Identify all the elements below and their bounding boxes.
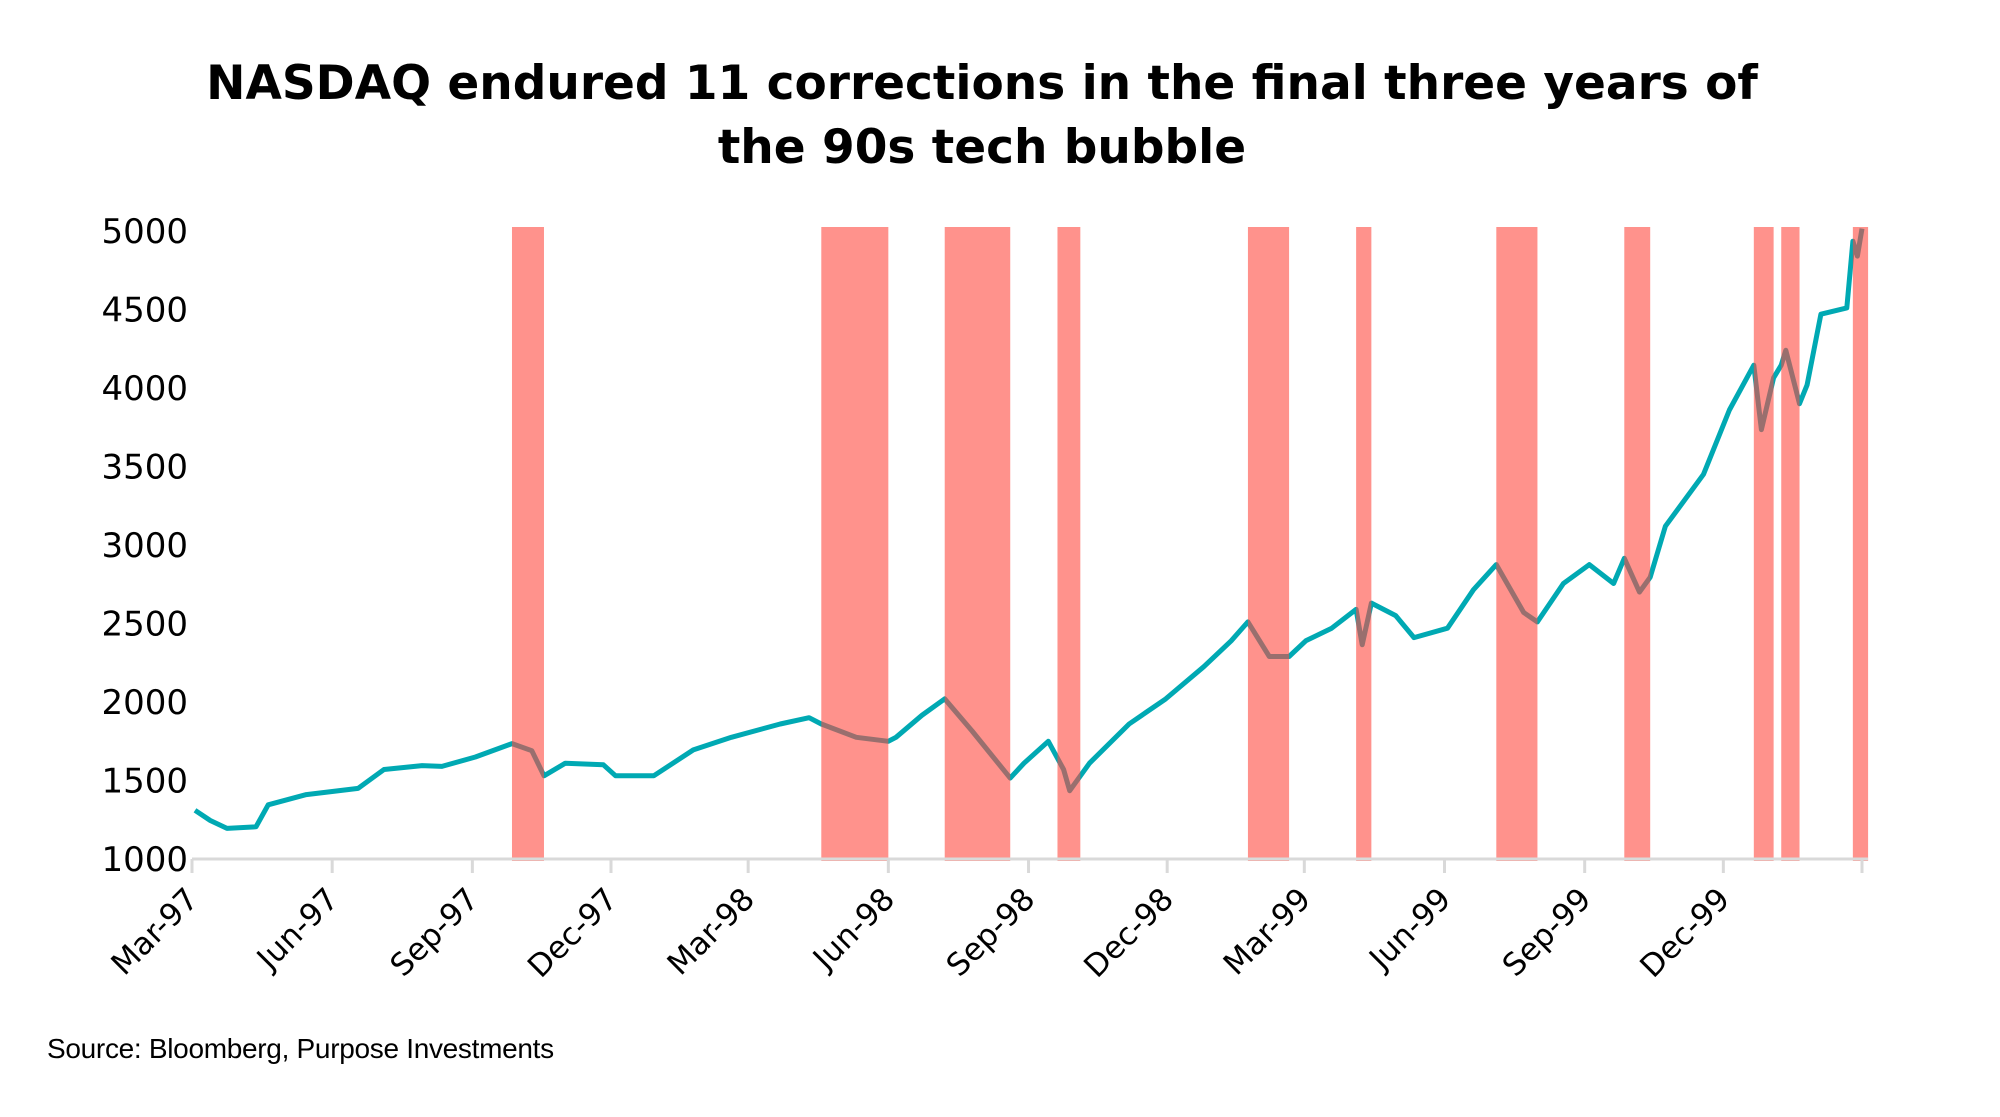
x-tick-label: Mar-97 [104, 881, 205, 982]
y-tick-label: 5000 [101, 212, 188, 252]
correction-band [1753, 227, 1774, 861]
line-layer [193, 228, 1865, 831]
y-tick-label: 4000 [101, 369, 188, 409]
y-tick-label: 3000 [101, 526, 188, 566]
x-tick-label: Mar-99 [1217, 881, 1318, 982]
x-tick-label: Sep-99 [1496, 881, 1599, 984]
x-tick-label: Dec-98 [1077, 881, 1181, 985]
x-tick-label: Dec-99 [1633, 881, 1737, 985]
correction-band [1781, 227, 1800, 861]
x-tick-label: Jun-97 [249, 881, 346, 978]
x-tick-label: Jun-98 [805, 881, 902, 978]
chart-title: NASDAQ endured 11 corrections in the fin… [0, 52, 1964, 180]
y-tick-label: 1500 [101, 762, 188, 802]
correction-band [1356, 227, 1372, 861]
y-tick-label: 3500 [101, 448, 188, 488]
correction-bands [511, 227, 1869, 861]
y-tick-label: 2000 [101, 683, 188, 723]
source-note: Source: Bloomberg, Purpose Investments [47, 1033, 554, 1064]
correction-band [944, 227, 1011, 861]
chart-title-line-2: the 90s tech bubble [717, 120, 1247, 175]
nasdaq-line [193, 228, 1865, 831]
x-tick-label: Sep-98 [940, 881, 1043, 984]
correction-band [1624, 227, 1651, 861]
y-tick-label: 2500 [101, 605, 188, 645]
y-tick-label: 4500 [101, 291, 188, 331]
correction-band [1247, 227, 1290, 861]
correction-band [1852, 227, 1869, 861]
x-tick-label: Sep-97 [383, 881, 486, 984]
x-tick-label: Mar-98 [661, 881, 762, 982]
correction-band [1496, 227, 1538, 861]
x-tick-label: Jun-99 [1361, 881, 1458, 978]
correction-band [821, 227, 889, 861]
correction-band [1057, 227, 1081, 861]
y-tick-label: 1000 [101, 840, 188, 880]
x-tick-label: Dec-97 [521, 881, 625, 985]
chart-title-line-1: NASDAQ endured 11 corrections in the fin… [206, 56, 1758, 111]
correction-band [511, 227, 544, 861]
